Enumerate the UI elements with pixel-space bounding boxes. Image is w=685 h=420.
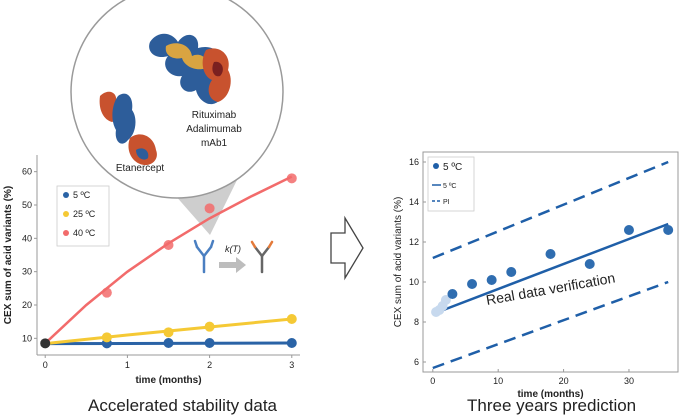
molecule-images bbox=[99, 33, 231, 166]
left-legend-marker-1 bbox=[63, 211, 69, 217]
right-legend: 5 ºC 5 ºC PI bbox=[427, 156, 475, 212]
left-y-tick-label: 60 bbox=[22, 167, 32, 177]
left-legend-label-0: 5 ºC bbox=[73, 190, 91, 200]
magnifier-circle: Rituximab Adalimumab mAb1 Etanercept bbox=[70, 0, 284, 199]
right-data-point bbox=[584, 259, 595, 269]
left-y-tick-label: 30 bbox=[22, 267, 32, 277]
right-x-tick-label: 30 bbox=[624, 376, 634, 386]
right-legend-marker-points bbox=[433, 163, 439, 169]
left-chart: 0 1 2 3 10 20 30 40 50 60 time (months) CEX sum of … bbox=[3, 167, 297, 386]
left-plot-frame bbox=[36, 155, 300, 356]
left-data-point-series-2 bbox=[163, 240, 174, 250]
molecule-label-etanercept: Etanercept bbox=[116, 163, 165, 174]
right-fit-line bbox=[432, 222, 669, 316]
left-x-tick-label: 1 bbox=[125, 360, 130, 370]
right-plot-frame bbox=[422, 151, 679, 373]
right-legend-label-fit: 5 ºC bbox=[443, 183, 456, 190]
left-legend-label-2: 40 ºC bbox=[73, 228, 96, 238]
left-data-point-series-1 bbox=[286, 314, 297, 324]
right-legend-label-pi: PI bbox=[443, 199, 450, 206]
transition-arrow bbox=[330, 215, 364, 281]
left-y-tick-label: 20 bbox=[22, 300, 32, 310]
left-data-point-series-2 bbox=[286, 173, 297, 184]
reaction-rate-label: k(T) bbox=[225, 244, 241, 254]
left-legend-marker-2 bbox=[63, 230, 69, 236]
right-pi-upper-line bbox=[432, 160, 669, 260]
right-data-point bbox=[467, 279, 478, 289]
right-y-tick-label: 8 bbox=[414, 317, 419, 327]
right-data-point bbox=[545, 249, 556, 259]
right-data-point bbox=[447, 289, 458, 299]
right-y-tick-label: 16 bbox=[409, 157, 419, 167]
verification-label: Real data verification bbox=[485, 269, 617, 307]
right-legend-label-points: 5 ºC bbox=[443, 162, 462, 173]
caption-left: Accelerated stability data bbox=[88, 396, 277, 415]
molecule-label-mab1: mAb1 bbox=[201, 138, 228, 149]
right-data-point bbox=[506, 267, 517, 277]
right-y-tick-label: 12 bbox=[409, 237, 419, 247]
right-x-tick-label: 20 bbox=[559, 376, 569, 386]
right-x-axis-label: time (months) bbox=[517, 389, 583, 400]
left-data-point-series-2 bbox=[101, 287, 112, 298]
left-y-tick-label: 50 bbox=[22, 200, 32, 210]
left-initial-point bbox=[40, 338, 51, 349]
right-early-data-point bbox=[440, 295, 451, 305]
left-data-point-series-1 bbox=[204, 321, 215, 332]
left-data-point-series-1 bbox=[101, 332, 112, 343]
right-y-tick-label: 6 bbox=[414, 357, 419, 367]
left-data-point-series-2 bbox=[204, 203, 215, 214]
reaction-icon: k(T) bbox=[193, 239, 274, 274]
right-y-tick-label: 10 bbox=[409, 277, 419, 287]
right-y-axis-label: CEX sum of acid variants (%) bbox=[393, 197, 404, 328]
molecule-label-rituximab: Rituximab bbox=[192, 110, 237, 121]
right-y-tick-label: 14 bbox=[409, 197, 419, 207]
left-data-point-series-1 bbox=[163, 327, 174, 338]
left-x-tick-label: 2 bbox=[207, 360, 212, 370]
left-x-axis-label: time (months) bbox=[135, 375, 201, 386]
left-legend: 5 ºC 25 ºC 40 ºC bbox=[56, 185, 110, 247]
left-y-axis-label: CEX sum of acid variants (%) bbox=[3, 186, 14, 324]
left-y-tick-label: 40 bbox=[22, 233, 32, 243]
reaction-arrow bbox=[219, 257, 246, 273]
right-x-tick-label: 10 bbox=[493, 376, 503, 386]
left-data-point-series-0 bbox=[204, 338, 215, 348]
molecule-label-adalimumab: Adalimumab bbox=[186, 124, 242, 135]
left-data-point-series-0 bbox=[163, 338, 174, 348]
right-pi-lower-line bbox=[432, 280, 669, 370]
right-data-point bbox=[486, 275, 497, 285]
left-x-tick-label: 0 bbox=[43, 360, 48, 370]
caption-right: Three years prediction bbox=[467, 396, 637, 415]
left-legend-label-1: 25 ºC bbox=[73, 209, 96, 219]
left-x-tick-label: 3 bbox=[289, 360, 294, 370]
left-legend-marker-0 bbox=[63, 192, 69, 198]
right-x-tick-label: 0 bbox=[430, 376, 435, 386]
antibody-icon-blue bbox=[193, 239, 215, 274]
antibody-icon-modified bbox=[250, 240, 274, 274]
left-y-tick-label: 10 bbox=[22, 333, 32, 343]
left-data-point-series-0 bbox=[286, 338, 297, 348]
right-chart: 0 10 20 30 6 8 10 12 14 16 time (months) CEX sum of… bbox=[393, 156, 674, 400]
right-data-point bbox=[623, 225, 634, 235]
right-data-point bbox=[663, 225, 674, 235]
